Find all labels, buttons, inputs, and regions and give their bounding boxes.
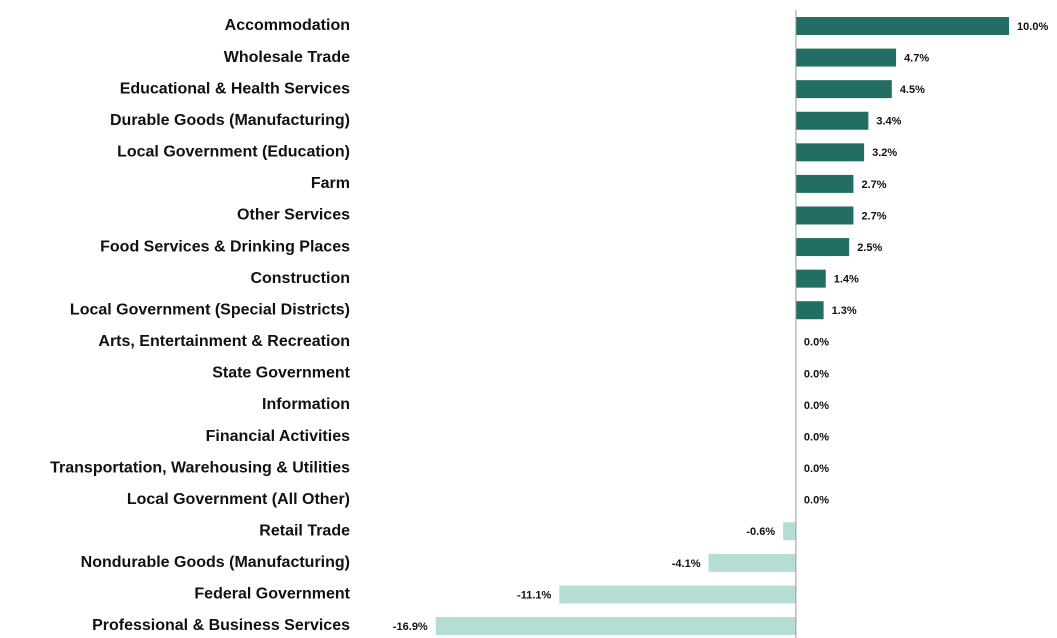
category-label: Retail Trade xyxy=(259,522,350,539)
value-label: 0.0% xyxy=(804,368,829,380)
category-label: Local Government (Education) xyxy=(117,144,350,161)
value-label: 0.0% xyxy=(804,400,829,412)
bar xyxy=(435,617,796,636)
value-label: 1.3% xyxy=(832,305,857,317)
category-label: Farm xyxy=(311,175,350,192)
value-label: 2.5% xyxy=(857,242,882,254)
value-label: -16.9% xyxy=(393,621,428,633)
category-label: Financial Activities xyxy=(206,428,350,445)
bar xyxy=(795,174,854,193)
value-label: 0.0% xyxy=(804,337,829,349)
category-label: State Government xyxy=(212,365,350,382)
value-label: -4.1% xyxy=(672,558,701,570)
value-label: 0.0% xyxy=(804,495,829,507)
bar xyxy=(783,522,796,541)
bar xyxy=(795,269,826,288)
category-label: Construction xyxy=(250,270,350,287)
bar xyxy=(795,301,824,320)
value-label: -0.6% xyxy=(746,526,775,538)
category-label: Nondurable Goods (Manufacturing) xyxy=(81,554,350,571)
category-label: Wholesale Trade xyxy=(224,49,350,66)
category-label: Transportation, Warehousing & Utilities xyxy=(50,459,350,476)
value-label: 0.0% xyxy=(804,463,829,475)
bar xyxy=(795,80,892,99)
value-label: 2.7% xyxy=(861,179,886,191)
category-label: Food Services & Drinking Places xyxy=(100,238,350,255)
value-label: 4.7% xyxy=(904,52,929,64)
bar xyxy=(795,206,854,225)
value-label: 10.0% xyxy=(1017,21,1048,33)
bar xyxy=(795,48,897,67)
value-label: 0.0% xyxy=(804,431,829,443)
category-label: Professional & Business Services xyxy=(92,617,350,634)
bar xyxy=(795,143,865,162)
category-label: Local Government (Special Districts) xyxy=(70,301,350,318)
value-label: 4.5% xyxy=(900,84,925,96)
category-label: Local Government (All Other) xyxy=(127,491,350,508)
value-label: 3.4% xyxy=(876,116,901,128)
value-label: 1.4% xyxy=(834,274,859,286)
category-label: Arts, Entertainment & Recreation xyxy=(98,333,350,350)
category-label: Educational & Health Services xyxy=(120,80,350,97)
category-label: Federal Government xyxy=(194,586,350,603)
value-label: 3.2% xyxy=(872,147,897,159)
value-label: 2.7% xyxy=(861,210,886,222)
category-label: Accommodation xyxy=(225,17,350,34)
bar xyxy=(795,17,1010,35)
value-label: -11.1% xyxy=(517,589,551,601)
bar xyxy=(795,111,869,130)
category-label: Information xyxy=(262,396,350,413)
category-label: Durable Goods (Manufacturing) xyxy=(110,112,350,129)
bar xyxy=(559,585,796,604)
bar xyxy=(708,553,796,572)
category-label: Other Services xyxy=(237,207,350,224)
bar xyxy=(795,238,850,257)
